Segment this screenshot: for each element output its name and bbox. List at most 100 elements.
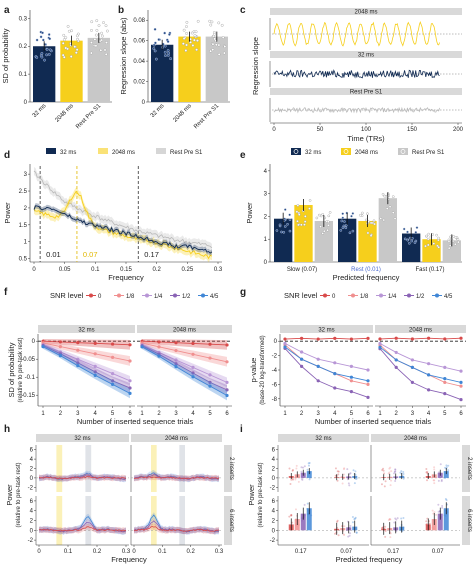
h-series-line [38, 472, 127, 481]
h-ylabel: Power [5, 484, 14, 506]
g-series-line [379, 346, 462, 383]
f-point [208, 373, 212, 377]
b-dot [167, 51, 171, 55]
e-dot [351, 229, 355, 233]
b-dot [154, 41, 157, 45]
i-ytick-label: 0 [272, 528, 276, 534]
a-dot [69, 55, 73, 58]
i-dot [294, 478, 297, 481]
c-xtick-label: 100 [361, 127, 372, 133]
i-ytick-label: 0 [272, 476, 276, 482]
b-dot [152, 47, 156, 50]
e-dot [303, 220, 307, 223]
e-dot [303, 223, 306, 226]
i-dot [426, 479, 429, 482]
b-dot [166, 40, 170, 44]
f-point [128, 386, 132, 390]
g-ylabel: p-value [249, 358, 258, 383]
h-band-slow [56, 496, 63, 545]
e-dot [361, 211, 364, 215]
i-strip-label: 2048 ms [404, 436, 427, 442]
b-dot [194, 30, 198, 34]
g-point [316, 357, 320, 361]
b-dot [191, 44, 195, 47]
b-dot [154, 57, 158, 61]
d-legend-label: Rest Pre S1 [170, 150, 203, 156]
h-ytick-label: 4 [30, 509, 34, 515]
c-ylabel: Regression slope [251, 37, 260, 95]
i-dot [290, 478, 293, 481]
a-ytick-label: 0.1 [19, 72, 28, 78]
e-legend-label: 32 ms [305, 150, 321, 156]
e-xtick-label: Fast (0.17) [415, 267, 444, 273]
b-dot [184, 49, 188, 52]
a-bar [60, 40, 83, 102]
c-strip-label: 32 ms [358, 53, 374, 59]
i-dot [425, 471, 428, 474]
i-dot [295, 464, 298, 467]
f-point [191, 371, 195, 375]
f-series-line [42, 344, 131, 382]
e-dot [308, 207, 311, 210]
i-dot [388, 518, 391, 521]
f-xtick-label: 5 [111, 411, 115, 417]
b-dot [185, 20, 189, 24]
i-dot [355, 531, 358, 534]
i-dot [300, 466, 303, 469]
e-dot [369, 221, 373, 225]
b-dot [220, 23, 224, 27]
e-dot [411, 237, 414, 240]
a-dot [95, 19, 99, 23]
b-ytick-label: 0.04 [133, 59, 145, 65]
g-point [316, 364, 320, 368]
b-dot [153, 27, 157, 31]
f-point [111, 355, 115, 359]
d-ci-band [34, 167, 212, 252]
g-point [366, 336, 370, 340]
e-dot [327, 224, 330, 227]
g-point [333, 336, 337, 340]
g-point [394, 350, 398, 355]
f-xtick-label: 6 [128, 411, 132, 417]
i-dot [383, 485, 386, 488]
g-ytick-label: 0 [274, 339, 278, 345]
g-ytick-label: -2 [272, 354, 278, 360]
e-bar [274, 218, 293, 262]
e-bar [422, 239, 441, 262]
e-dot [321, 232, 325, 235]
f-strip [38, 325, 135, 333]
i-dot [393, 470, 396, 473]
b-dot [185, 32, 188, 35]
g-point [378, 345, 382, 349]
b-dot [192, 38, 196, 42]
i-strip [371, 434, 460, 442]
i-dot [390, 470, 393, 473]
e-dot [385, 207, 389, 210]
i-dot [426, 470, 429, 473]
i-dot [354, 470, 357, 473]
h-strip-label: 32 ms [74, 436, 90, 442]
i-dot [347, 535, 350, 538]
h-ytick-label: 2 [30, 519, 34, 525]
a-dot [35, 38, 39, 42]
i-dot [352, 469, 355, 472]
a-dot [45, 53, 49, 57]
b-dot [222, 51, 226, 55]
g-legend-label: 4/5 [444, 294, 453, 300]
i-dot [388, 518, 391, 521]
b-dot [163, 31, 167, 35]
f-xlabel: Number of inserted sequence trials [77, 417, 194, 426]
panel-label-a: a [4, 5, 10, 16]
f-point [157, 340, 161, 344]
e-dot [402, 227, 406, 231]
e-dot [435, 233, 438, 237]
b-dot [217, 21, 221, 25]
a-xtick-label: 32 ms [32, 103, 48, 119]
b-dot [185, 43, 188, 47]
f-series-line [141, 344, 228, 383]
i-dot [334, 532, 337, 535]
h-xlabel: Frequency [111, 555, 147, 564]
a-dot [35, 56, 39, 59]
i-dot [341, 482, 344, 485]
g-legend-marker [351, 293, 355, 298]
